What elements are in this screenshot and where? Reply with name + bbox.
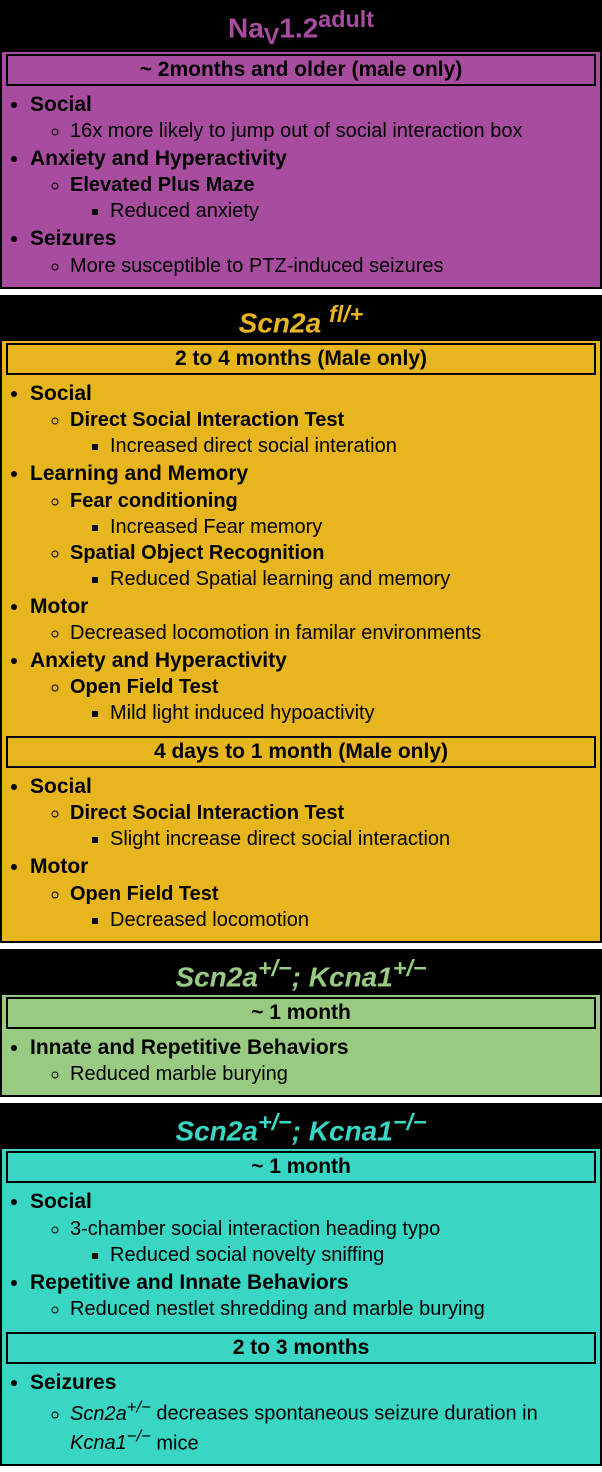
list-item: 16x more likely to jump out of social in… (70, 119, 600, 144)
list-item: 3-chamber social interaction heading typ… (70, 1217, 600, 1268)
list-level-3: Decreased locomotion (70, 908, 600, 933)
list-level-1: Social16x more likely to jump out of soc… (2, 92, 600, 279)
content-block: Social3-chamber social interaction headi… (2, 1185, 600, 1330)
list-item: Open Field TestDecreased locomotion (70, 882, 600, 933)
list-level-2: 16x more likely to jump out of social in… (30, 119, 600, 144)
panel-scn2a-kcna1-het: Scn2a+/−; Kcna1+/−~ 1 month Innate and Re… (0, 949, 602, 1098)
list-item: SeizuresScn2a+/− decreases spontaneous s… (30, 1370, 600, 1457)
list-item: Social16x more likely to jump out of soc… (30, 92, 600, 144)
panel-scn2a-fl: Scn2a fl/+2 to 4 months (Male only) Socia… (0, 295, 602, 943)
panel-nav12: NaV1.2adult~ 2months and older (male onl… (0, 0, 602, 289)
list-item: Repetitive and Innate BehaviorsReduced n… (30, 1270, 600, 1322)
list-level-3: Reduced Spatial learning and memory (70, 567, 600, 592)
list-item: Reduced marble burying (70, 1062, 600, 1087)
age-bar: ~ 1 month (6, 997, 596, 1029)
list-level-3: Reduced social novelty sniffing (70, 1243, 600, 1268)
list-level-1: Social3-chamber social interaction headi… (2, 1189, 600, 1322)
list-level-2: Decreased locomotion in familar environm… (30, 621, 600, 646)
content-block: SeizuresScn2a+/− decreases spontaneous s… (2, 1366, 600, 1465)
content-block: Innate and Repetitive BehaviorsReduced m… (2, 1031, 600, 1095)
list-item: SocialDirect Social Interaction TestIncr… (30, 381, 600, 459)
list-level-3: Mild light induced hypoactivity (70, 701, 600, 726)
list-level-3: Increased direct social interation (70, 434, 600, 459)
list-item: Learning and MemoryFear conditioningIncr… (30, 461, 600, 591)
list-item: MotorOpen Field TestDecreased locomotion (30, 854, 600, 932)
list-item: Spatial Object RecognitionReduced Spatia… (70, 541, 600, 592)
list-item: Decreased locomotion in familar environm… (70, 621, 600, 646)
list-item: Direct Social Interaction TestIncreased … (70, 408, 600, 459)
content-block: SocialDirect Social Interaction TestIncr… (2, 377, 600, 734)
age-bar: 2 to 3 months (6, 1332, 596, 1364)
list-level-3: Increased Fear memory (70, 515, 600, 540)
list-item: Elevated Plus MazeReduced anxiety (70, 173, 600, 224)
panel-title: NaV1.2adult (2, 2, 600, 52)
list-item: Reduced social novelty sniffing (110, 1243, 600, 1268)
list-item: Mild light induced hypoactivity (110, 701, 600, 726)
list-item: Slight increase direct social interactio… (110, 827, 600, 852)
list-level-2: Scn2a+/− decreases spontaneous seizure d… (30, 1397, 600, 1456)
list-item: Social3-chamber social interaction headi… (30, 1189, 600, 1267)
panel-title: Scn2a+/−; Kcna1+/− (2, 951, 600, 995)
list-item: Fear conditioningIncreased Fear memory (70, 489, 600, 540)
list-item: Open Field TestMild light induced hypoac… (70, 675, 600, 726)
content-block: Social16x more likely to jump out of soc… (2, 88, 600, 287)
list-level-2: Open Field TestDecreased locomotion (30, 882, 600, 933)
list-item: SocialDirect Social Interaction TestSlig… (30, 774, 600, 852)
list-level-1: SocialDirect Social Interaction TestSlig… (2, 774, 600, 933)
panel-scn2a-kcna1-ko: Scn2a+/−; Kcna1−/−~ 1 month Social3-chamb… (0, 1103, 602, 1466)
list-item: Reduced Spatial learning and memory (110, 567, 600, 592)
list-level-3: Reduced anxiety (70, 199, 600, 224)
list-item: Decreased locomotion (110, 908, 600, 933)
content-block: SocialDirect Social Interaction TestSlig… (2, 770, 600, 941)
list-item: SeizuresMore susceptible to PTZ-induced … (30, 226, 600, 278)
list-item: Anxiety and HyperactivityElevated Plus M… (30, 146, 600, 224)
list-item: Increased direct social interation (110, 434, 600, 459)
list-item: More susceptible to PTZ-induced seizures (70, 254, 600, 279)
age-bar: 4 days to 1 month (Male only) (6, 736, 596, 768)
list-level-2: 3-chamber social interaction heading typ… (30, 1217, 600, 1268)
list-level-1: SocialDirect Social Interaction TestIncr… (2, 381, 600, 726)
age-bar: ~ 1 month (6, 1151, 596, 1183)
list-level-1: SeizuresScn2a+/− decreases spontaneous s… (2, 1370, 600, 1457)
list-level-2: Elevated Plus MazeReduced anxiety (30, 173, 600, 224)
list-level-2: Fear conditioningIncreased Fear memorySp… (30, 489, 600, 592)
age-bar: ~ 2months and older (male only) (6, 54, 596, 86)
list-item: Increased Fear memory (110, 515, 600, 540)
list-level-1: Innate and Repetitive BehaviorsReduced m… (2, 1035, 600, 1087)
list-level-2: Reduced marble burying (30, 1062, 600, 1087)
list-level-2: Direct Social Interaction TestIncreased … (30, 408, 600, 459)
list-level-2: Reduced nestlet shredding and marble bur… (30, 1297, 600, 1322)
panel-title: Scn2a fl/+ (2, 297, 600, 341)
list-item: Scn2a+/− decreases spontaneous seizure d… (70, 1397, 600, 1456)
age-bar: 2 to 4 months (Male only) (6, 343, 596, 375)
list-item: Reduced anxiety (110, 199, 600, 224)
list-item: Reduced nestlet shredding and marble bur… (70, 1297, 600, 1322)
list-level-2: Open Field TestMild light induced hypoac… (30, 675, 600, 726)
list-item: MotorDecreased locomotion in familar env… (30, 594, 600, 646)
list-item: Anxiety and HyperactivityOpen Field Test… (30, 648, 600, 726)
list-level-2: Direct Social Interaction TestSlight inc… (30, 801, 600, 852)
list-item: Direct Social Interaction TestSlight inc… (70, 801, 600, 852)
panel-title: Scn2a+/−; Kcna1−/− (2, 1105, 600, 1149)
list-item: Innate and Repetitive BehaviorsReduced m… (30, 1035, 600, 1087)
list-level-3: Slight increase direct social interactio… (70, 827, 600, 852)
list-level-2: More susceptible to PTZ-induced seizures (30, 254, 600, 279)
